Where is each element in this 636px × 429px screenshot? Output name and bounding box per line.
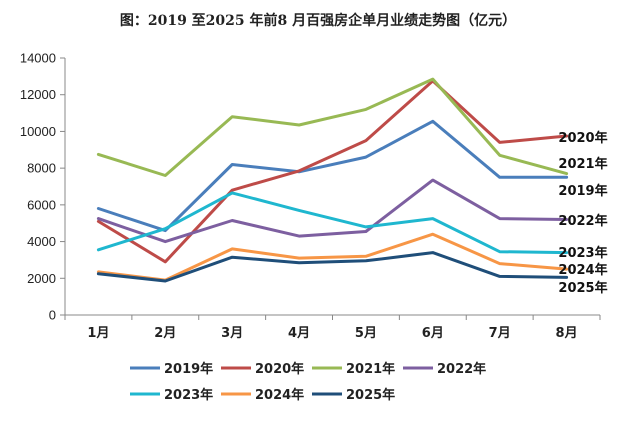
end-label: 2022年: [558, 213, 607, 229]
y-tick-label: 2000: [27, 271, 56, 286]
y-tick-label: 14000: [20, 51, 56, 66]
y-tick-label: 4000: [27, 234, 56, 249]
legend-label: 2023年: [164, 387, 213, 403]
x-tick-label: 2月: [154, 326, 176, 341]
series-lines: [96, 77, 569, 283]
y-tick-label: 6000: [27, 197, 56, 212]
series-line-2024年: [96, 232, 569, 282]
y-tick-label: 12000: [20, 87, 56, 102]
legend-label: 2019年: [164, 361, 213, 377]
x-tick-label: 5月: [355, 326, 377, 341]
y-tick-label: 0: [49, 308, 56, 323]
x-tick-label: 1月: [87, 326, 109, 341]
end-label: 2024年: [558, 262, 607, 278]
end-label: 2021年: [558, 156, 607, 172]
y-tick-label: 8000: [27, 161, 56, 176]
legend-label: 2025年: [346, 387, 395, 403]
end-label: 2025年: [558, 280, 607, 296]
series-line-2020年: [96, 79, 569, 264]
x-tick-label: 4月: [288, 326, 310, 341]
series-line-2021年: [96, 77, 569, 177]
series-line-2025年: [96, 251, 569, 283]
series-line-2022年: [96, 178, 569, 244]
end-label: 2020年: [558, 130, 607, 146]
chart-title: 图：2019 至2025 年前8 月百强房企单月业绩走势图（亿元）: [119, 13, 517, 29]
legend-label: 2020年: [255, 361, 304, 377]
y-tick-label: 10000: [20, 124, 56, 139]
x-tick-label: 6月: [422, 326, 444, 341]
legend-label: 2024年: [255, 387, 304, 403]
legend: 2019年 2020年 2021年 2022年 2023年 2024年 2025年: [130, 361, 486, 403]
end-label: 2019年: [558, 183, 607, 199]
series-line-2023年: [96, 191, 569, 255]
x-tick-label: 7月: [489, 326, 511, 341]
x-axis-ticks: 1月 2月 3月 4月 5月 6月 7月 8月: [64, 315, 601, 341]
x-tick-label: 3月: [221, 326, 243, 341]
x-tick-label: 8月: [556, 326, 578, 341]
legend-label: 2022年: [437, 361, 486, 377]
series-line-2019年: [96, 119, 569, 233]
end-label: 2023年: [558, 245, 607, 261]
legend-label: 2021年: [346, 361, 395, 377]
y-axis-ticks: 0 2000 4000 6000 8000 10000 12000 14000: [20, 51, 65, 323]
